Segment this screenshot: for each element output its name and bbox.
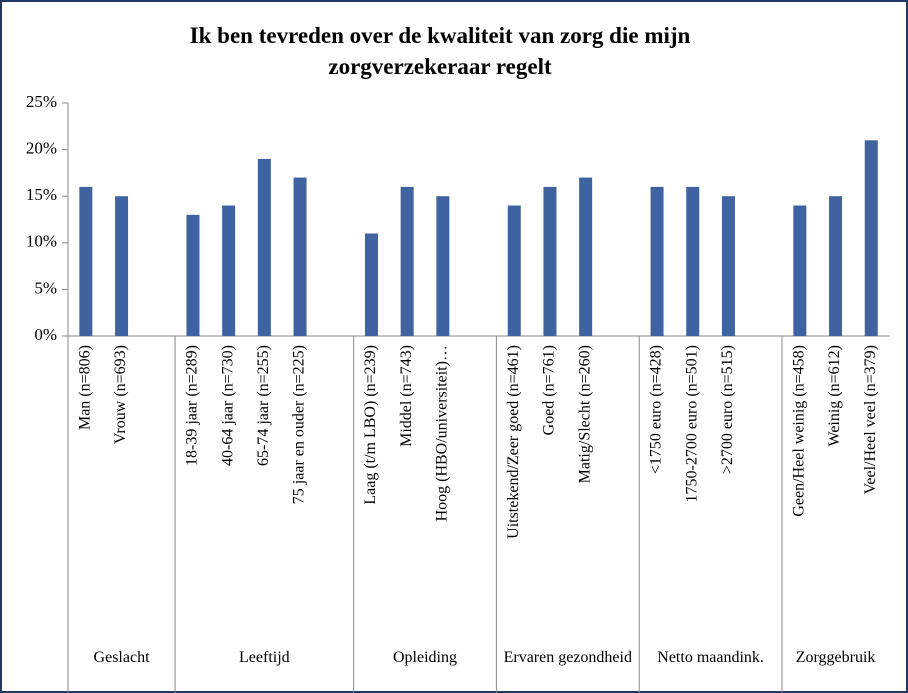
bar: [364, 233, 378, 336]
bar: [293, 177, 307, 336]
bar: [829, 196, 843, 336]
x-tick-label: Laag (t/m LBO) (n=239): [362, 345, 379, 505]
bar: [721, 196, 735, 336]
group-label: Ervaren gezondheid: [503, 649, 632, 666]
bar: [793, 205, 807, 336]
x-tick-label: Man (n=806): [77, 345, 94, 430]
y-tick-label: 20%: [26, 139, 57, 158]
y-tick-label: 5%: [34, 278, 57, 297]
bar: [257, 158, 271, 336]
bar: [579, 177, 593, 336]
group-label: Geslacht: [93, 649, 150, 666]
x-tick-label: Vrouw (n=693): [112, 345, 129, 444]
y-tick-label: 25%: [26, 92, 57, 111]
x-tick-label: 18-39 jaar (n=289): [184, 345, 201, 466]
x-tick-label: Middel (n=743): [398, 345, 415, 447]
bar: [507, 205, 521, 336]
bar: [543, 186, 557, 336]
bar: [222, 205, 236, 336]
bar: [115, 196, 129, 336]
group-label: Leeftijd: [239, 649, 290, 666]
x-tick-label: 40-64 jaar (n=730): [219, 345, 236, 466]
bar: [864, 140, 878, 336]
x-tick-label: <1750 euro (n=428): [648, 345, 665, 474]
bar: [400, 186, 414, 336]
x-tick-label: 65-74 jaar (n=255): [255, 345, 272, 466]
x-tick-label: 1750-2700 euro (n=501): [683, 345, 700, 502]
x-tick-label: 75 jaar en ouder (n=225): [291, 345, 308, 504]
group-label: Opleiding: [392, 649, 457, 666]
x-tick-label: Matig/Slecht (n=260): [576, 345, 593, 483]
bar: [186, 214, 200, 336]
bar: [436, 196, 450, 336]
x-tick-label: >2700 euro (n=515): [719, 345, 736, 474]
y-tick-label: 0%: [34, 325, 57, 344]
x-tick-label: Weinig (n=612): [826, 345, 843, 447]
bar: [79, 186, 93, 336]
group-label: Zorggebruik: [795, 649, 876, 666]
x-tick-label: Uitstekend/Zeer goed (n=461): [505, 345, 522, 539]
x-tick-label: Hoog (HBO/universiteit)…: [434, 345, 451, 521]
x-tick-label: Veel/Heel veel (n=379): [862, 345, 879, 494]
chart-title: Ik ben tevreden over de kwaliteit van zo…: [189, 23, 691, 79]
group-label: Netto maandink.: [657, 649, 764, 666]
y-tick-label: 10%: [26, 232, 57, 251]
bar: [686, 186, 700, 336]
bar: [650, 186, 664, 336]
x-tick-label: Geen/Heel weinig (n=458): [791, 345, 808, 517]
x-tick-label: Goed (n=761): [541, 345, 558, 435]
y-tick-label: 15%: [26, 185, 57, 204]
